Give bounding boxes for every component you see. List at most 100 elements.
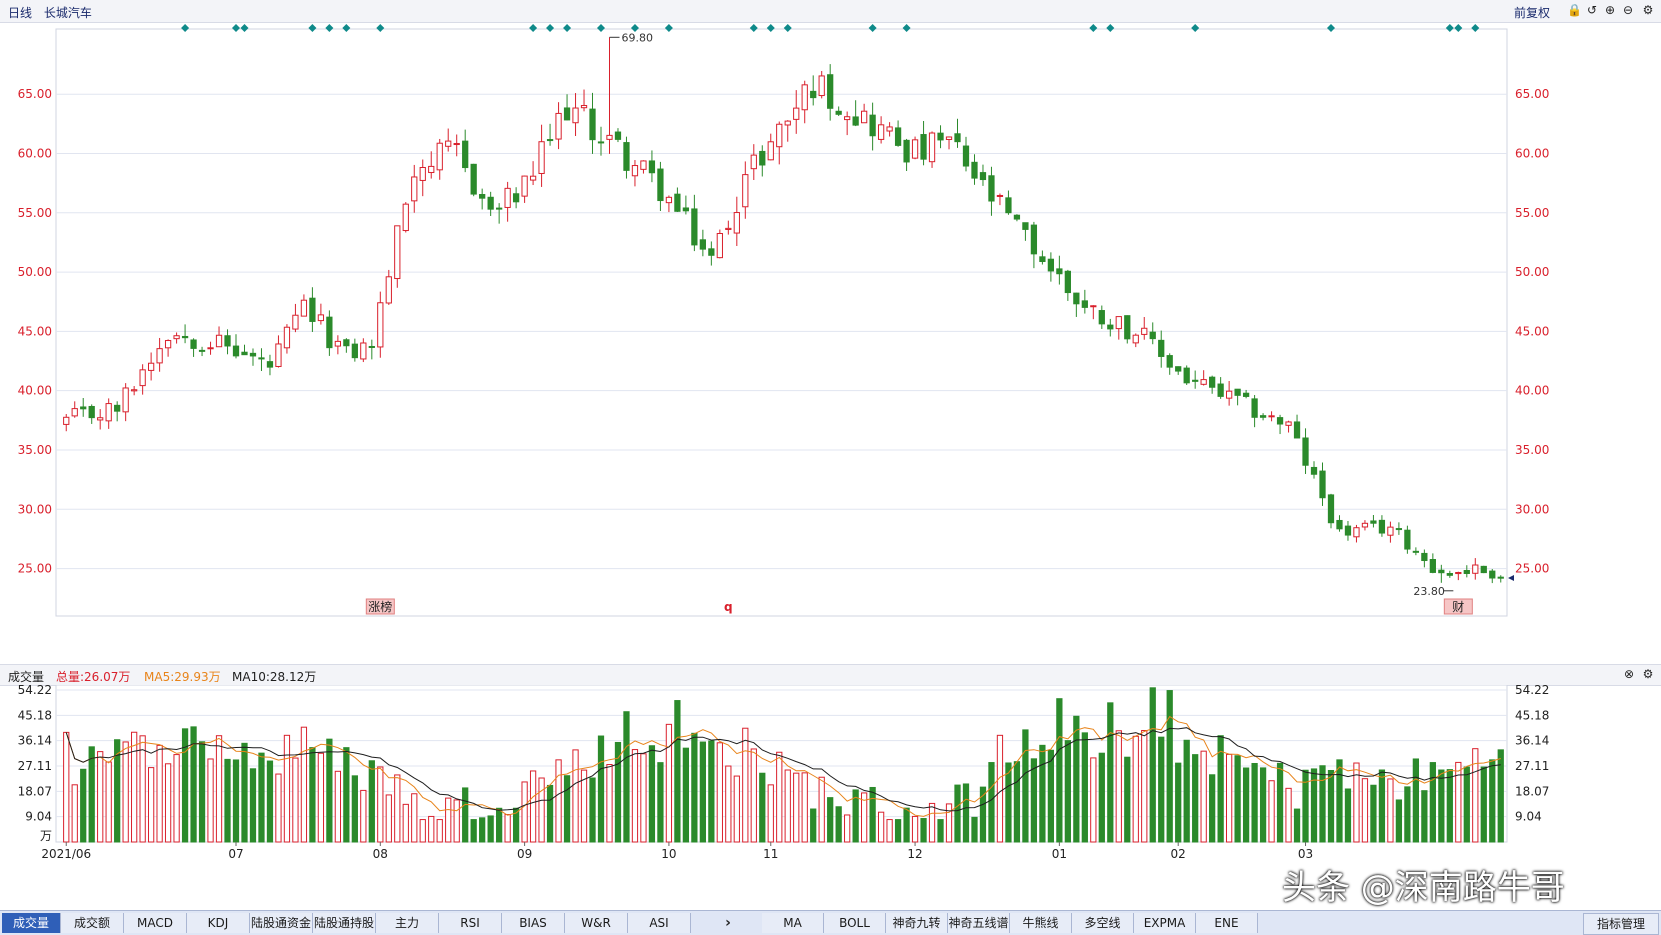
event-tag-cai[interactable]: 财 <box>1443 598 1473 615</box>
volume-bar <box>674 700 681 843</box>
adjust-mode-button[interactable]: 前复权 <box>1514 6 1551 20</box>
event-diamond-icon[interactable] <box>1191 24 1200 32</box>
chevron-right-icon[interactable]: › <box>725 915 731 931</box>
candle <box>445 140 452 147</box>
volume-bar <box>979 786 987 843</box>
volume-bar <box>351 775 358 843</box>
volume-bar <box>1361 778 1369 843</box>
price-chart[interactable]: 65.00 65.00 60.00 60.00 55.00 55.00 50.00 50.00… <box>0 23 1661 663</box>
volume-chart[interactable]: 54.22 54.22 45.18 45.18 36.14 36.14 27.11 27.11… <box>0 685 1661 910</box>
tab-10[interactable]: ASI <box>628 913 691 933</box>
event-tag-zhangbang[interactable]: 涨榜 <box>365 598 395 615</box>
volume-bar <box>275 773 282 843</box>
event-diamond-icon[interactable] <box>240 24 249 32</box>
candle <box>971 161 978 179</box>
tab-right-7[interactable]: ENE <box>1196 913 1258 933</box>
event-diamond-icon[interactable] <box>1089 24 1098 32</box>
tab-right-5[interactable]: 多空线 <box>1072 913 1134 933</box>
candle <box>1251 398 1258 418</box>
candle <box>1446 573 1453 576</box>
gear-icon[interactable]: ⚙ <box>1642 667 1654 681</box>
tab-2[interactable]: MACD <box>124 913 187 933</box>
tab-right-4[interactable]: 牛熊线 <box>1010 913 1072 933</box>
event-diamond-icon[interactable] <box>546 24 555 32</box>
candle <box>241 351 248 356</box>
tab-right-1[interactable]: BOLL <box>824 913 886 933</box>
volume-bar <box>402 803 409 843</box>
volume-bar <box>1200 750 1207 843</box>
tab-right-6[interactable]: EXPMA <box>1134 913 1196 933</box>
price-y-tick-right: 40.00 <box>1515 384 1549 398</box>
event-diamond-icon[interactable] <box>783 24 792 32</box>
period-label[interactable]: 日线 <box>8 6 33 20</box>
zoom-out-icon[interactable]: ⊖ <box>1622 3 1634 17</box>
zoom-in-icon[interactable]: ⊕ <box>1604 3 1616 17</box>
candle <box>232 345 240 357</box>
event-diamond-icon[interactable] <box>232 24 241 32</box>
volume-bar <box>1353 762 1360 843</box>
volume-bar <box>793 772 800 843</box>
event-diamond-icon[interactable] <box>325 24 334 32</box>
event-diamond-icon[interactable] <box>902 24 911 32</box>
tab-6[interactable]: 主力 <box>376 913 439 933</box>
event-tag-zhangbang-bg <box>365 598 395 615</box>
event-diamond-icon[interactable] <box>563 24 572 32</box>
candle <box>1268 415 1275 418</box>
event-diamond-icon[interactable] <box>181 24 190 32</box>
tab-7[interactable]: RSI <box>439 913 502 933</box>
volume-bar <box>529 770 537 843</box>
event-diamond-icon[interactable] <box>1106 24 1115 32</box>
tab-right-3[interactable]: 神奇五线谱 <box>948 913 1010 933</box>
candle <box>326 316 333 349</box>
volume-bar <box>504 814 511 843</box>
event-diamond-icon[interactable] <box>1445 24 1454 32</box>
volume-y-tick-right: 45.18 <box>1515 708 1549 722</box>
candle <box>801 84 808 111</box>
event-diamond-icon[interactable] <box>749 24 758 32</box>
candle <box>835 110 842 115</box>
tab-0[interactable]: 成交量 <box>2 913 61 933</box>
event-diamond-icon[interactable] <box>630 24 639 32</box>
volume-bar <box>436 819 443 843</box>
event-tag-q[interactable]: q <box>724 600 733 614</box>
candle <box>1166 355 1173 368</box>
volume-bar <box>580 769 588 843</box>
event-diamond-icon[interactable] <box>1471 24 1480 32</box>
event-diamond-icon[interactable] <box>597 24 606 32</box>
event-diamond-icon[interactable] <box>342 24 351 32</box>
tab-right-2[interactable]: 神奇九转 <box>886 913 948 933</box>
volume-bar <box>1387 778 1394 843</box>
event-diamond-icon[interactable] <box>664 24 673 32</box>
event-diamond-icon[interactable] <box>1326 24 1335 32</box>
event-diamond-icon[interactable] <box>766 24 775 32</box>
indicator-manage-button[interactable]: 指标管理 <box>1583 913 1659 935</box>
candle <box>1107 324 1114 330</box>
tab-4[interactable]: 陆股通资金 <box>250 913 313 933</box>
volume-bar <box>462 787 469 843</box>
gear-icon[interactable]: ⚙ <box>1642 3 1654 17</box>
high-price-label: 69.80 <box>621 31 653 44</box>
tab-8[interactable]: BIAS <box>502 913 565 933</box>
tab-right-0[interactable]: MA <box>762 913 824 933</box>
lock-icon[interactable]: 🔒 <box>1567 3 1582 17</box>
close-icon[interactable]: ⊗ <box>1623 667 1635 681</box>
event-diamond-icon[interactable] <box>308 24 317 32</box>
candle <box>377 302 384 348</box>
event-diamond-icon[interactable] <box>1454 24 1463 32</box>
event-diamond-icon[interactable] <box>868 24 877 32</box>
candle <box>292 314 299 330</box>
candle <box>665 196 673 204</box>
event-diamond-icon[interactable] <box>529 24 538 32</box>
tab-1[interactable]: 成交额 <box>61 913 124 933</box>
volume-y-tick-left: 9.04 <box>25 810 52 824</box>
tab-3[interactable]: KDJ <box>187 913 250 933</box>
event-diamond-icon[interactable] <box>376 24 385 32</box>
volume-y-tick-left: 54.22 <box>18 685 52 697</box>
tab-9[interactable]: W&R <box>565 913 628 933</box>
volume-bar <box>1395 799 1403 843</box>
volume-bar <box>232 759 240 843</box>
volume-bar <box>147 767 155 843</box>
undo-icon[interactable]: ↺ <box>1586 3 1598 17</box>
tab-5[interactable]: 陆股通持股 <box>313 913 376 933</box>
candle <box>742 174 749 208</box>
